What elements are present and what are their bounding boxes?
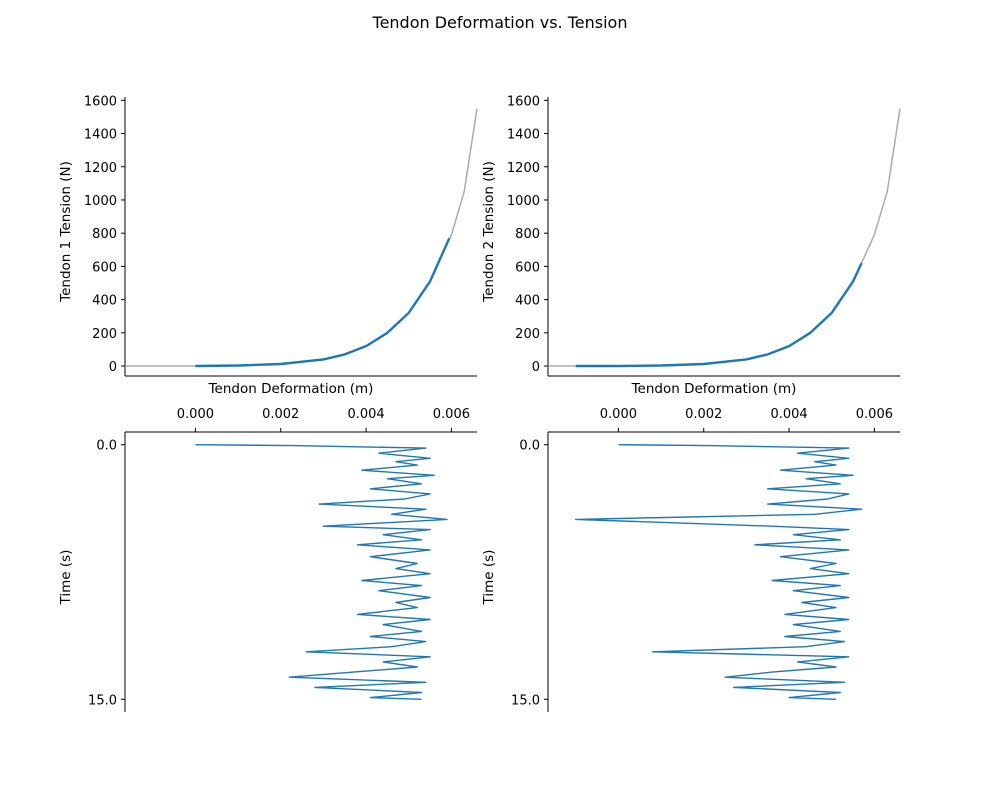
y-tick-label: 400 [92, 294, 117, 309]
panel-top-right: 0 200 400 600 800 1000 1200 1400 1600 Tendon Defo… [481, 94, 901, 397]
y-tick-label: 200 [92, 327, 117, 342]
y-axis-label: Time (s) [58, 550, 74, 606]
series-line-0 [575, 444, 863, 700]
y-tick-label: 15.0 [511, 693, 540, 708]
y-tick-label: 0 [109, 360, 117, 375]
y-tick-label: 0.0 [96, 439, 117, 454]
y-tick-label: 600 [92, 260, 117, 275]
y-tick-label: 400 [515, 294, 540, 309]
x-tick-label: 0.004 [770, 407, 807, 422]
x-tick-label: 0.002 [685, 407, 722, 422]
y-tick-label: 1000 [84, 194, 117, 209]
x-tick-label: 0.006 [856, 407, 893, 422]
y-tick-label: 200 [515, 327, 540, 342]
panel-bottom-left: 0.0 15.0 0.000 0.002 0.004 0.006 Time (s) [58, 407, 477, 712]
y-axis-label: Tendon 2 Tension (N) [481, 161, 497, 303]
y-axis-label: Time (s) [481, 550, 497, 606]
x-tick-label: 0.000 [600, 407, 637, 422]
y-tick-label: 1600 [84, 94, 117, 109]
y-tick-label: 15.0 [88, 693, 117, 708]
y-tick-label: 600 [515, 260, 540, 275]
y-tick-label: 1400 [507, 128, 540, 143]
y-tick-label: 1200 [507, 161, 540, 176]
series-line-1 [195, 237, 451, 368]
y-tick-label: 800 [92, 227, 117, 242]
y-tick-label: 1000 [507, 194, 540, 209]
x-tick-label: 0.004 [347, 407, 384, 422]
series-line-1 [575, 262, 863, 368]
y-tick-label: 1600 [507, 94, 540, 109]
figure-title: Tendon Deformation vs. Tension [372, 13, 628, 32]
x-tick-label: 0.000 [177, 407, 214, 422]
y-axis-label: Tendon 1 Tension (N) [58, 161, 74, 303]
y-tick-label: 0.0 [519, 439, 540, 454]
y-tick-label: 1400 [84, 128, 117, 143]
y-tick-label: 1200 [84, 161, 117, 176]
panel-top-left: 0 200 400 600 800 1000 1200 1400 1600 Tendon Defo… [58, 94, 478, 397]
x-axis-label: Tendon Deformation (m) [208, 381, 374, 397]
y-tick-label: 0 [532, 360, 540, 375]
x-tick-label: 0.002 [262, 407, 299, 422]
x-tick-label: 0.006 [433, 407, 470, 422]
series-line-0 [195, 444, 448, 700]
y-tick-label: 800 [515, 227, 540, 242]
panel-bottom-right: 0.0 15.0 0.000 0.002 0.004 0.006 Time (s) [481, 407, 900, 712]
x-axis-label: Tendon Deformation (m) [631, 381, 797, 397]
